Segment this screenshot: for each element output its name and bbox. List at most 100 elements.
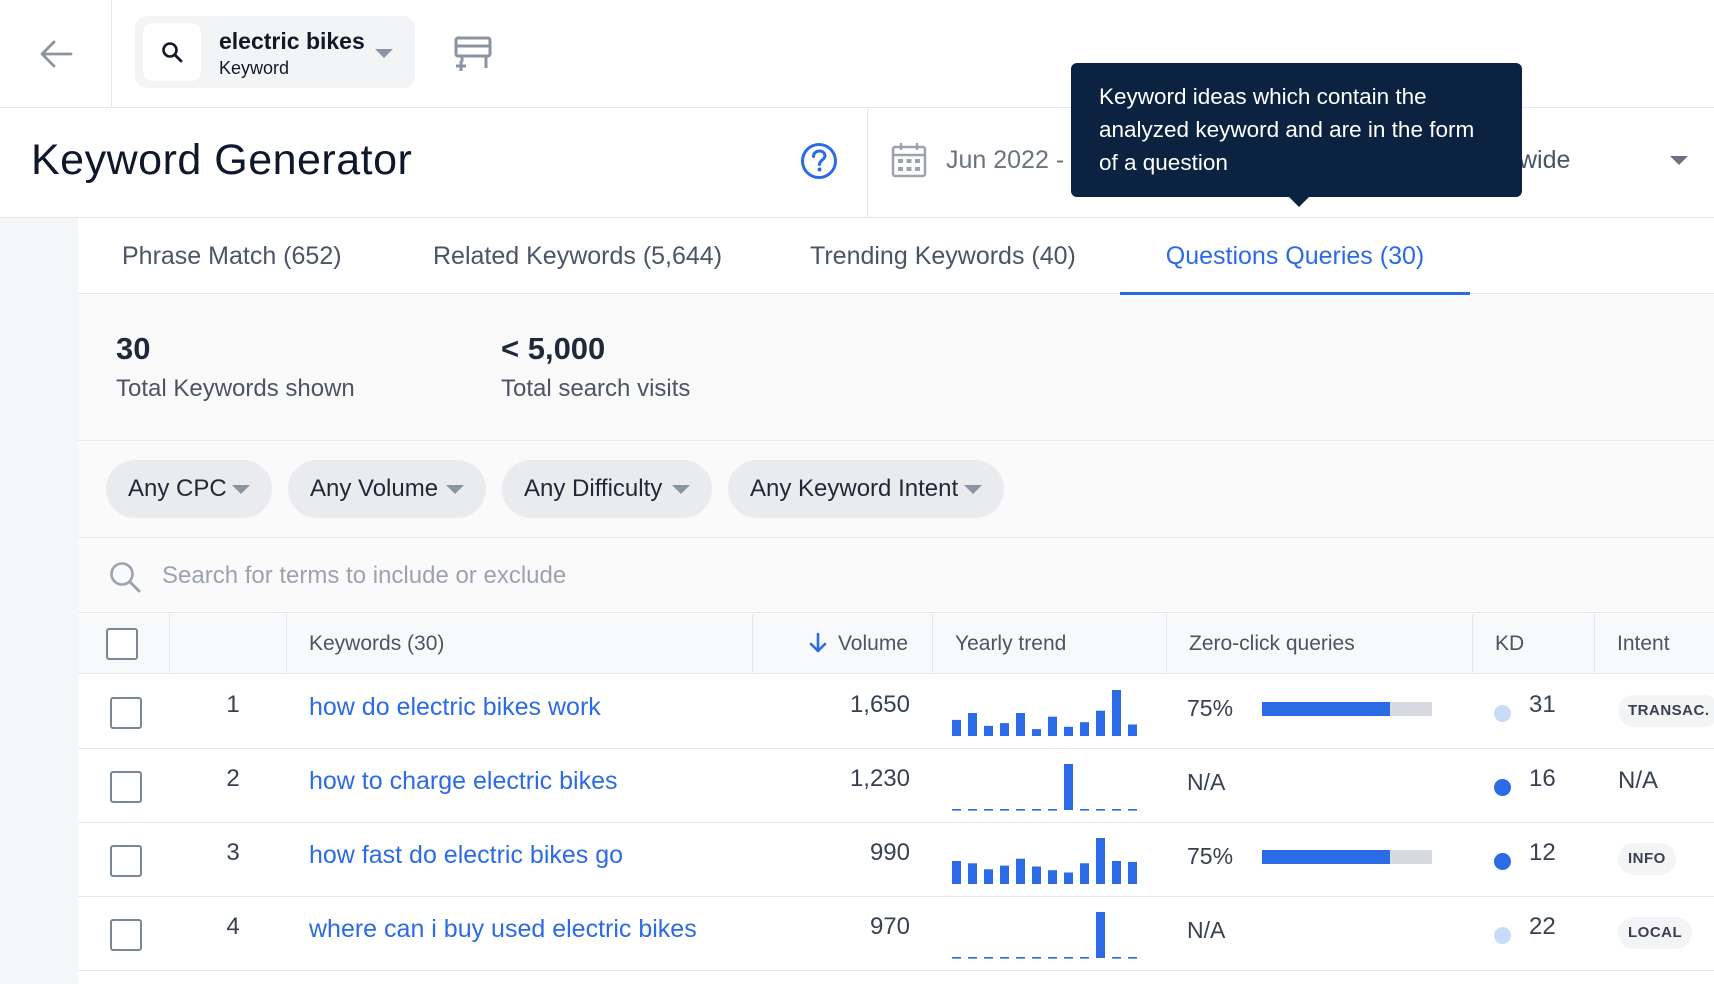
database-selector[interactable]: wide xyxy=(1370,138,1714,182)
top-bar: electric bikes Keyword xyxy=(0,0,1714,108)
trend-bar xyxy=(1080,722,1089,736)
select-all-checkbox[interactable] xyxy=(106,628,138,660)
search-icon xyxy=(110,562,141,593)
trend-bar-empty xyxy=(968,957,977,959)
yearly-trend-chart xyxy=(952,690,1137,736)
trend-bar-empty xyxy=(1096,809,1105,811)
yearly-trend-chart xyxy=(952,838,1137,884)
stat-value: 30 xyxy=(116,331,151,366)
calendar-icon xyxy=(891,143,927,178)
tab-tooltip: Keyword ideas which contain the analyzed… xyxy=(1071,63,1522,207)
trend-bar-empty xyxy=(952,809,961,811)
filter-keyword-intent[interactable]: Any Keyword Intent xyxy=(728,460,1004,518)
intent-badge: LOCAL xyxy=(1618,917,1693,949)
filter-volume[interactable]: Any Volume xyxy=(288,460,486,518)
trend-bar xyxy=(1016,858,1025,884)
trend-bar xyxy=(1064,726,1073,736)
trend-bar xyxy=(1016,713,1025,736)
row-number: 3 xyxy=(226,839,240,866)
keyword-title: electric bikes xyxy=(219,28,365,54)
header-volume[interactable]: Volume xyxy=(752,614,932,674)
trend-bar-empty xyxy=(1000,809,1009,811)
intent-badge: TRANSAC. xyxy=(1618,695,1714,727)
trend-bar xyxy=(1096,912,1105,958)
trend-bar-empty xyxy=(1080,809,1089,811)
zero-click-bar xyxy=(1262,850,1432,864)
yearly-trend-chart xyxy=(952,912,1137,959)
header-divider xyxy=(867,108,868,218)
question-circle-icon[interactable] xyxy=(800,142,838,180)
zero-click-value: 75% xyxy=(1187,695,1234,721)
kd-indicator xyxy=(1494,927,1511,944)
chevron-down-icon xyxy=(446,485,464,494)
header-index xyxy=(169,614,277,674)
trend-bar-empty xyxy=(1128,809,1137,811)
trend-bar xyxy=(1048,716,1057,736)
row-checkbox[interactable] xyxy=(110,845,142,877)
keyword-link[interactable]: how to charge electric bikes xyxy=(309,767,618,795)
zero-click-bar-fill xyxy=(1262,702,1390,716)
keyword-selector[interactable]: electric bikes Keyword xyxy=(135,16,415,88)
table-row: 1 how do electric bikes work 1,650 75% 3… xyxy=(78,675,1714,749)
trend-bar xyxy=(1032,729,1041,736)
filter-label: Any CPC xyxy=(128,475,227,502)
stats-panel: 30 Total Keywords shown < 5,000 Total se… xyxy=(78,295,1714,441)
zero-click-value: N/A xyxy=(1187,917,1226,943)
back-button[interactable] xyxy=(0,0,112,108)
search-icon xyxy=(143,23,201,81)
row-checkbox[interactable] xyxy=(110,697,142,729)
kd-value: 22 xyxy=(1529,913,1556,940)
kd-value: 12 xyxy=(1529,839,1556,866)
filter-label: Any Keyword Intent xyxy=(750,475,959,502)
trend-bar xyxy=(1080,863,1089,884)
search-input[interactable] xyxy=(162,551,1062,601)
chevron-down-icon xyxy=(964,485,982,494)
header-zero-click[interactable]: Zero-click queries xyxy=(1166,614,1472,674)
row-checkbox[interactable] xyxy=(110,919,142,951)
header-kd[interactable]: KD xyxy=(1472,614,1594,674)
keyword-link[interactable]: where can i buy used electric bikes xyxy=(309,915,697,943)
trend-bar xyxy=(952,861,961,884)
trend-bar-empty xyxy=(968,809,977,811)
tab-phrase-match[interactable]: Phrase Match (652) xyxy=(122,242,342,270)
trend-bar xyxy=(1048,870,1057,884)
stat-label: Total Keywords shown xyxy=(116,375,355,402)
row-checkbox[interactable] xyxy=(110,771,142,803)
zero-click-bar-fill xyxy=(1262,850,1390,864)
stat-total-visits: < 5,000 Total search visits xyxy=(501,331,690,403)
trend-bar xyxy=(968,713,977,736)
trend-bar-empty xyxy=(1112,809,1121,811)
intent-badge: INFO xyxy=(1618,843,1676,875)
tab-bar: Phrase Match (652) Related Keywords (5,6… xyxy=(78,218,1714,295)
search-row xyxy=(78,539,1714,613)
trend-bar-empty xyxy=(1016,809,1025,811)
trend-bar xyxy=(1064,764,1073,810)
trend-bar xyxy=(1000,723,1009,736)
trend-bar xyxy=(1128,724,1137,736)
stat-value: < 5,000 xyxy=(501,331,606,366)
table-row: 4 where can i buy used electric bikes 97… xyxy=(78,897,1714,971)
header-yearly-trend: Yearly trend xyxy=(932,614,1166,674)
filter-cpc[interactable]: Any CPC xyxy=(106,460,272,518)
table-header: Keywords (30) Volume Yearly trend Zero-c… xyxy=(78,614,1714,674)
trend-bar-empty xyxy=(1128,957,1137,959)
filter-difficulty[interactable]: Any Difficulty xyxy=(502,460,712,518)
stat-label: Total search visits xyxy=(501,375,691,402)
arrow-down-icon xyxy=(809,632,827,653)
filter-bar: Any CPC Any Volume Any Difficulty Any Ke… xyxy=(78,442,1714,538)
tab-related-keywords[interactable]: Related Keywords (5,644) xyxy=(433,242,723,270)
trend-bar xyxy=(1096,710,1105,736)
chevron-down-icon xyxy=(672,485,690,494)
trend-bar-empty xyxy=(952,957,961,959)
trend-bar xyxy=(1032,866,1041,884)
date-picker[interactable]: Jun 2022 - xyxy=(890,138,1064,182)
kd-value: 16 xyxy=(1529,765,1556,792)
keyword-link[interactable]: how do electric bikes work xyxy=(309,693,601,721)
keyword-link[interactable]: how fast do electric bikes go xyxy=(309,841,624,869)
add-comparison-button[interactable] xyxy=(452,32,494,74)
header-keywords[interactable]: Keywords (30) xyxy=(286,614,753,674)
trend-bar xyxy=(1000,865,1009,884)
tab-questions-queries[interactable]: Questions Queries (30) xyxy=(1120,218,1470,295)
chevron-down-icon xyxy=(375,49,393,58)
tab-trending-keywords[interactable]: Trending Keywords (40) xyxy=(810,242,1076,270)
